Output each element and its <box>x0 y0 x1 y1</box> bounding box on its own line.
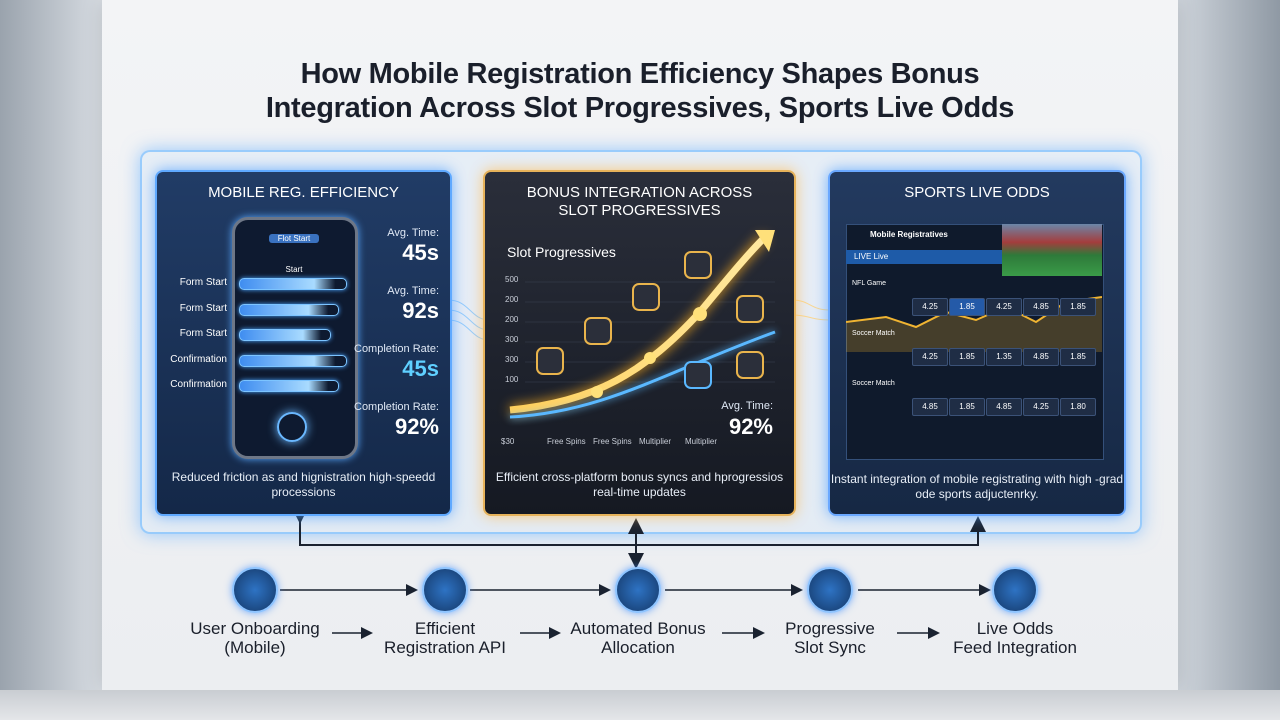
flow-label: Registration API <box>384 638 506 657</box>
odd-cell: 1.85 <box>949 298 985 316</box>
step-label: Confirmation <box>170 353 227 365</box>
flow-label: (Mobile) <box>224 638 286 657</box>
stat-label: Avg. Time: <box>721 400 773 412</box>
phone-sub: Start <box>285 265 303 274</box>
panel-title: MOBILE REG. EFFICIENCY <box>208 184 399 201</box>
y-label: 300 <box>505 335 519 344</box>
stat-label: Avg. Time: <box>387 227 439 239</box>
step-bar <box>239 354 347 367</box>
x-label: Multiplier <box>639 437 672 446</box>
flow-label: Efficient <box>414 619 476 638</box>
stat-label: Completion Rate: <box>354 343 439 355</box>
odds-trend <box>846 296 1102 352</box>
stat-value: 92% <box>394 414 439 439</box>
odd-cell: 1.85 <box>949 348 985 366</box>
odd-cell: 4.25 <box>1023 398 1059 416</box>
stat-label: Avg. Time: <box>387 285 439 297</box>
y-label: 100 <box>505 375 519 384</box>
odd-cell: 4.25 <box>986 298 1022 316</box>
step-bar <box>239 329 331 341</box>
flow-label: Allocation <box>601 638 675 657</box>
flow-icon <box>992 567 1038 613</box>
flow-label: Slot Sync <box>794 638 866 657</box>
y-label: 500 <box>505 275 519 284</box>
panel-registration: MOBILE REG. EFFICIENCY Flot Start Start … <box>155 170 452 516</box>
panel-title: SPORTS LIVE ODDS <box>904 184 1050 201</box>
game-name: NFL Game <box>852 280 886 287</box>
title: Integration Across Slot Progressives, Sp… <box>265 92 1015 124</box>
y-label: 200 <box>505 295 519 304</box>
flow-label: Automated Bonus <box>570 619 706 638</box>
flow-label: Live Odds <box>976 619 1054 638</box>
step-label: Confirmation <box>170 379 227 390</box>
odd-cell: 1.85 <box>1060 298 1096 316</box>
panel-odds: SPORTS LIVE ODDS Mobile Registratives LI… <box>828 170 1126 516</box>
stat-value: 92% <box>728 414 773 439</box>
stat-label: Completion Rate: <box>354 401 439 413</box>
x-label: Free Spins <box>547 437 586 446</box>
stat-value: 92s <box>402 298 439 323</box>
odd-cell: 1.80 <box>1060 398 1096 416</box>
phone-button <box>277 412 307 442</box>
odd-cell: 1.35 <box>986 348 1022 366</box>
game-name: Soccer Match <box>852 380 895 387</box>
odd-cell: 1.85 <box>949 398 985 416</box>
odd-cell: 4.25 <box>912 298 948 316</box>
caption: Efficient cross-platform bonus syncs and… <box>495 470 784 499</box>
odd-cell: 4.85 <box>1023 298 1059 316</box>
flow-icon <box>422 567 468 613</box>
stadium-image <box>1002 224 1102 276</box>
x-label: Free Spins <box>593 437 632 446</box>
flow-label: Feed Integration <box>953 638 1077 657</box>
board-tab: LIVE Live <box>846 250 1002 264</box>
step-label: Form Start <box>179 302 227 314</box>
game-name: Soccer Match <box>852 330 895 337</box>
board-title: Mobile Registratives <box>870 230 948 239</box>
floor <box>0 690 1280 720</box>
y-label: 200 <box>505 315 519 324</box>
odd-cell: 4.85 <box>986 398 1022 416</box>
flow-icon <box>232 567 278 613</box>
step-bar <box>239 380 339 392</box>
flow-icon <box>615 567 661 613</box>
step-label: Form Start <box>179 277 227 288</box>
progress-curve <box>509 230 776 419</box>
flow-label: Progressive <box>785 619 875 638</box>
step-label: Form Start <box>179 328 227 339</box>
chart-subtitle: Slot Progressives <box>507 244 616 260</box>
flow-label: User Onboarding <box>190 619 320 638</box>
x-label: $30 <box>501 437 515 446</box>
panel-bonus: BONUS INTEGRATION ACROSS SLOT PROGRESSIV… <box>483 170 796 516</box>
step-bar <box>239 278 347 290</box>
odd-cell: 4.85 <box>912 398 948 416</box>
caption: Instant integration of mobile registrati… <box>830 472 1124 501</box>
odd-cell: 4.85 <box>1023 348 1059 366</box>
panel-title: BONUS INTEGRATION ACROSS SLOT PROGRESSIV… <box>526 184 753 219</box>
flow-icon <box>807 567 853 613</box>
step-bar <box>239 303 339 316</box>
stat-value: 45s <box>402 356 439 381</box>
y-label: 300 <box>505 355 519 364</box>
stat-value: 45s <box>402 240 439 265</box>
title: How Mobile Registration Efficiency Shape… <box>300 58 980 90</box>
phone-header: Flot Start <box>269 234 319 243</box>
odd-cell: 4.25 <box>912 348 948 366</box>
caption: Reduced friction as and hignistration hi… <box>171 470 436 499</box>
x-label: Multiplier <box>685 437 718 446</box>
odd-cell: 1.85 <box>1060 348 1096 366</box>
